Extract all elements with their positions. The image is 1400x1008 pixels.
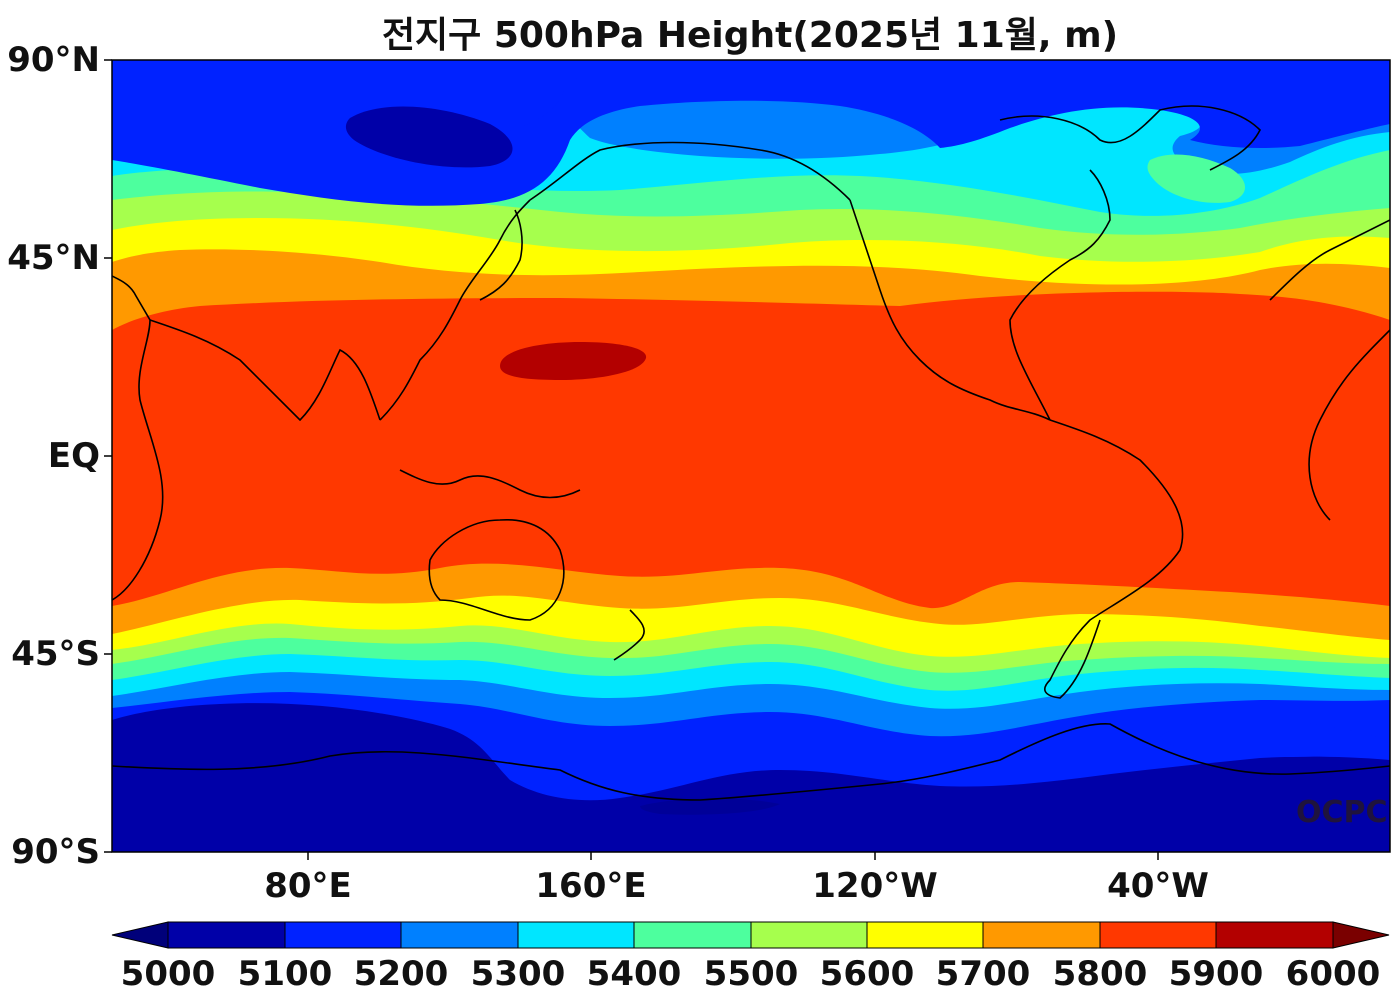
colorbar-label-5900: 5900 (1168, 954, 1264, 994)
lon-label-40w: 40°W (1107, 866, 1209, 906)
colorbar-label-5800: 5800 (1052, 954, 1148, 994)
coast-south-america (1044, 419, 1184, 699)
lon-ticks (307, 852, 1159, 860)
lat-ticks (104, 59, 112, 853)
lon-label-120w: 120°W (812, 866, 938, 906)
coast-europe (1269, 219, 1390, 301)
colorbar-label-5000: 5000 (120, 954, 216, 994)
colorbar-label-5200: 5200 (353, 954, 449, 994)
coast-siberia (529, 141, 851, 201)
colorbar-label-5400: 5400 (586, 954, 682, 994)
coast-north-america-east (1009, 169, 1111, 421)
coast-africa-east (1308, 329, 1390, 521)
coast-hudson-greenland (999, 105, 1261, 171)
map-title: 전지구 500hPa Height(2025년 11월, m) (381, 15, 1119, 56)
colorbar-swatch-5600 (866, 921, 984, 949)
lat-label-45n: 45°N (7, 238, 100, 278)
band-nh-5450-greenland (1147, 154, 1245, 203)
lat-label-45s: 45°S (11, 634, 100, 674)
band-nh-5900-cell (500, 342, 647, 380)
colorbar-label-5700: 5700 (935, 954, 1031, 994)
colorbar-label-5500: 5500 (703, 954, 799, 994)
coast-antarctica (112, 723, 1390, 801)
colorbar-swatch-5700 (982, 921, 1101, 949)
coastlines (112, 105, 1390, 801)
height-contour-field (112, 60, 1390, 852)
lat-label-eq: EQ (47, 436, 100, 476)
band-nh-5250-spot (749, 110, 785, 122)
coast-japan (479, 209, 523, 301)
colorbar-swatch-5300 (517, 921, 635, 949)
coast-new-zealand (613, 609, 645, 661)
colorbar-over-arrow (1332, 921, 1390, 949)
coast-east-asia (379, 199, 531, 421)
colorbar-label-5600: 5600 (819, 954, 915, 994)
colorbar-label-5100: 5100 (237, 954, 333, 994)
band-sh-5150-pocket (1160, 718, 1390, 757)
colorbar-swatch-5900 (1215, 921, 1334, 949)
ocpc-watermark: OCPC (1296, 795, 1388, 830)
band-nh-5050 (345, 106, 513, 168)
colorbar-swatch-5800 (1099, 921, 1217, 949)
colorbar-swatch-5400 (633, 921, 752, 949)
colorbar-swatch-5500 (750, 921, 868, 949)
colorbar-under-arrow (111, 921, 169, 949)
lat-label-90n: 90°N (7, 40, 100, 80)
lon-label-80e: 80°E (264, 866, 352, 906)
colorbar-swatch-5100 (284, 921, 402, 949)
colorbar-swatch-5000 (167, 921, 286, 949)
colorbar-label-5300: 5300 (470, 954, 566, 994)
lon-label-160e: 160°E (535, 866, 647, 906)
coast-north-america-west (849, 199, 1051, 421)
coast-maritime-continent (399, 469, 581, 499)
coast-australia (428, 519, 565, 621)
band-sh-5050-pocket (640, 798, 780, 815)
band-sh-5050 (112, 703, 1390, 852)
lat-label-90s: 90°S (11, 832, 100, 872)
colorbar-swatch-5200 (400, 921, 519, 949)
coast-arabia-india (149, 319, 381, 422)
colorbar (111, 921, 1390, 949)
coast-africa-europe-west (112, 275, 164, 601)
colorbar-label-6000: 6000 (1285, 954, 1381, 994)
